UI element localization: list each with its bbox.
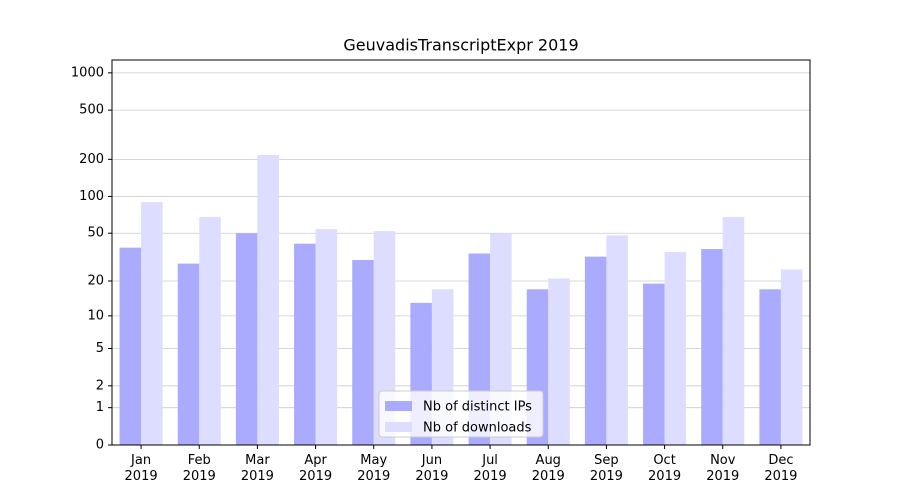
bar — [315, 229, 338, 445]
legend-swatch — [385, 422, 412, 432]
x-tick-label: Nov 2019 — [706, 453, 740, 484]
y-tick-label: 2 — [96, 378, 104, 393]
x-tick-label: Jan 2019 — [124, 453, 158, 484]
legend-label: Nb of downloads — [423, 421, 532, 436]
y-tick-label: 1000 — [71, 65, 104, 80]
x-tick-label: Jun 2019 — [415, 453, 449, 484]
bar — [722, 216, 745, 445]
y-tick-label: 10 — [87, 308, 104, 323]
bar — [257, 154, 279, 445]
legend-box — [378, 390, 544, 438]
y-tick-label: 100 — [79, 189, 104, 204]
bar — [643, 283, 665, 445]
bar — [177, 263, 200, 445]
bar — [294, 243, 316, 445]
y-tick-label: 200 — [79, 152, 104, 167]
bar — [664, 251, 687, 445]
bar — [199, 216, 221, 445]
y-tick-label: 20 — [87, 274, 104, 289]
x-tick-label: Mar 2019 — [240, 453, 274, 484]
legend-swatch — [385, 401, 412, 411]
x-tick-label: Feb 2019 — [182, 453, 216, 484]
bar — [352, 260, 374, 445]
plot-frame — [111, 59, 811, 446]
bar — [584, 256, 607, 445]
bar — [119, 247, 142, 445]
bar — [141, 202, 163, 445]
chart-title: GeuvadisTranscriptExpr 2019 — [343, 36, 578, 55]
bar — [548, 278, 570, 445]
y-tick-label: 1 — [96, 400, 104, 415]
x-tick-label: Dec 2019 — [764, 453, 798, 484]
bar — [235, 233, 258, 445]
bar — [606, 235, 628, 445]
x-tick-label: Sep 2019 — [589, 453, 623, 484]
y-tick-label: 0 — [96, 438, 104, 453]
bar — [701, 249, 723, 445]
x-tick-label: May 2019 — [357, 453, 391, 484]
y-tick-label: 50 — [87, 226, 104, 241]
y-tick-label: 500 — [79, 103, 104, 118]
y-tick-label: 5 — [96, 341, 104, 356]
x-tick-label: Jul 2019 — [473, 453, 507, 484]
x-tick-label: Apr 2019 — [299, 453, 333, 484]
legend-label: Nb of distinct IPs — [423, 400, 532, 415]
x-tick-label: Aug 2019 — [531, 453, 565, 484]
x-tick-label: Oct 2019 — [648, 453, 682, 484]
bar — [780, 269, 803, 445]
bar — [759, 289, 781, 445]
